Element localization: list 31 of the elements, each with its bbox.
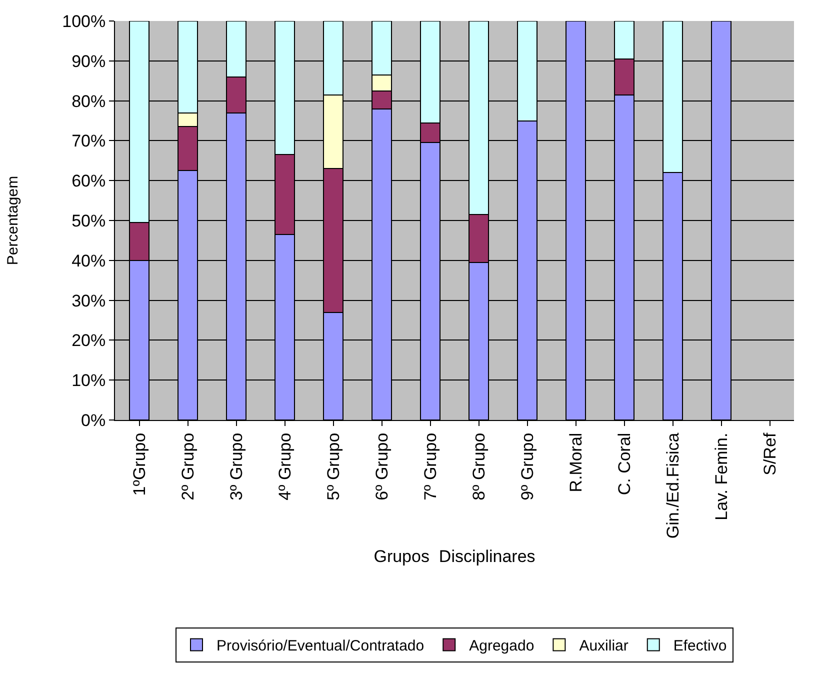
legend-label: Provisório/Eventual/Contratado (216, 638, 424, 655)
y-tick-label: 0% (81, 410, 106, 430)
x-tick-label: R.Moral (566, 432, 586, 492)
y-tick-label: 20% (72, 331, 106, 350)
y-tick-label: 100% (62, 12, 106, 31)
legend-label: Auxiliar (579, 638, 628, 655)
y-tick-label: 80% (72, 92, 106, 111)
x-tick-label: C. Coral (614, 432, 634, 496)
legend-label: Agregado (469, 638, 534, 655)
y-axis-title: Percentagem (4, 176, 22, 266)
legend-label: Efectivo (673, 638, 727, 655)
x-tick-label: 1ºGrupo (130, 432, 149, 496)
x-tick-label: 5º Grupo (324, 432, 343, 500)
x-tick-label: 7º Grupo (420, 432, 440, 500)
x-tick-label: Lav. Femin. (712, 432, 731, 520)
y-tick-label: 50% (72, 211, 106, 230)
x-tick-label: 3º Grupo (226, 432, 246, 500)
y-tick-label: 70% (72, 132, 106, 151)
x-tick-label: S/Ref (760, 432, 780, 476)
x-tick-label: 6º Grupo (372, 432, 392, 500)
y-tick-label: 40% (72, 251, 106, 270)
x-axis-title: Grupos Disciplinares (374, 547, 536, 566)
x-tick-label: 4º Grupo (275, 432, 294, 500)
x-tick-label: Gin./Ed.Fisica (663, 432, 682, 539)
y-tick-label: 10% (72, 371, 106, 390)
y-tick-label: 90% (72, 52, 106, 71)
x-tick-label: 2º Grupo (178, 432, 198, 500)
x-tick-label: 8º Grupo (469, 432, 488, 500)
y-tick-label: 30% (72, 291, 106, 310)
x-tick-label: 9º Grupo (518, 432, 537, 500)
y-tick-label: 60% (72, 172, 106, 191)
